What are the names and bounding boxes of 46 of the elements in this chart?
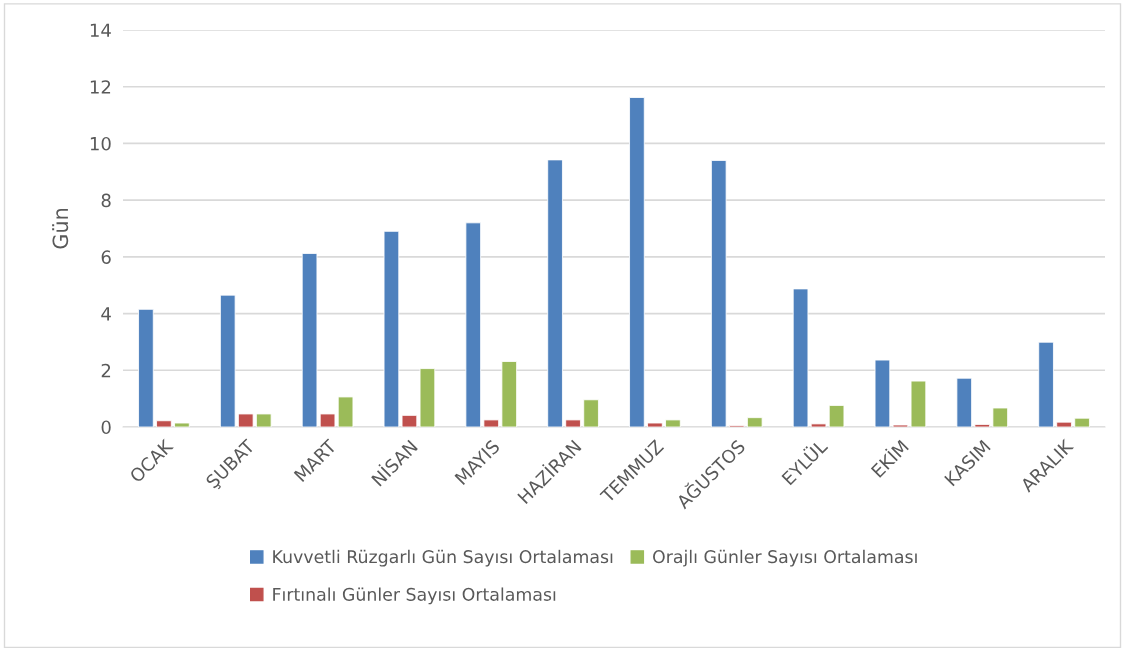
bar [710, 160, 727, 427]
legend-label: Kuvvetli Rüzgarlı Gün Sayısı Ortalaması [273, 549, 613, 567]
bar [465, 222, 482, 427]
bar [746, 417, 763, 427]
bar [956, 377, 973, 427]
bar [383, 230, 400, 427]
y-tick-label: 14 [90, 23, 111, 37]
bar [419, 368, 436, 427]
bar [156, 420, 172, 427]
y-tick-label: 0 [101, 420, 111, 435]
bar [565, 419, 581, 427]
bar [647, 422, 663, 427]
bar [483, 419, 500, 427]
bar [629, 97, 645, 427]
y-axis-title: Gün [52, 208, 69, 249]
bar [910, 380, 927, 427]
bar [1056, 421, 1072, 427]
bar [1074, 417, 1090, 427]
bar [401, 414, 418, 427]
bar [583, 399, 599, 427]
y-tick-label: 8 [101, 193, 111, 208]
bar [138, 308, 154, 427]
bar [237, 413, 254, 427]
bar [828, 405, 845, 427]
bar [874, 359, 891, 427]
bar [319, 413, 336, 427]
bar [810, 423, 827, 427]
y-tick-label: 6 [101, 250, 111, 264]
bar [255, 413, 272, 427]
bar [1038, 341, 1054, 427]
bar [337, 396, 354, 427]
bar [219, 294, 236, 427]
y-tick-label: 4 [101, 307, 111, 321]
bar [301, 253, 318, 427]
bar [992, 407, 1009, 427]
bar [974, 424, 991, 427]
bar [174, 422, 190, 427]
bar [665, 419, 681, 427]
legend-label: Orajlı Günler Sayısı Ortalaması [653, 549, 917, 567]
legend-label: Fırtınalı Günler Sayısı Ortalaması [273, 587, 556, 605]
y-tick-label: 10 [90, 136, 111, 151]
bar [547, 159, 563, 427]
y-tick-label: 2 [101, 363, 111, 378]
bar [501, 361, 518, 427]
bar [792, 288, 809, 427]
y-tick-label: 12 [90, 80, 111, 94]
